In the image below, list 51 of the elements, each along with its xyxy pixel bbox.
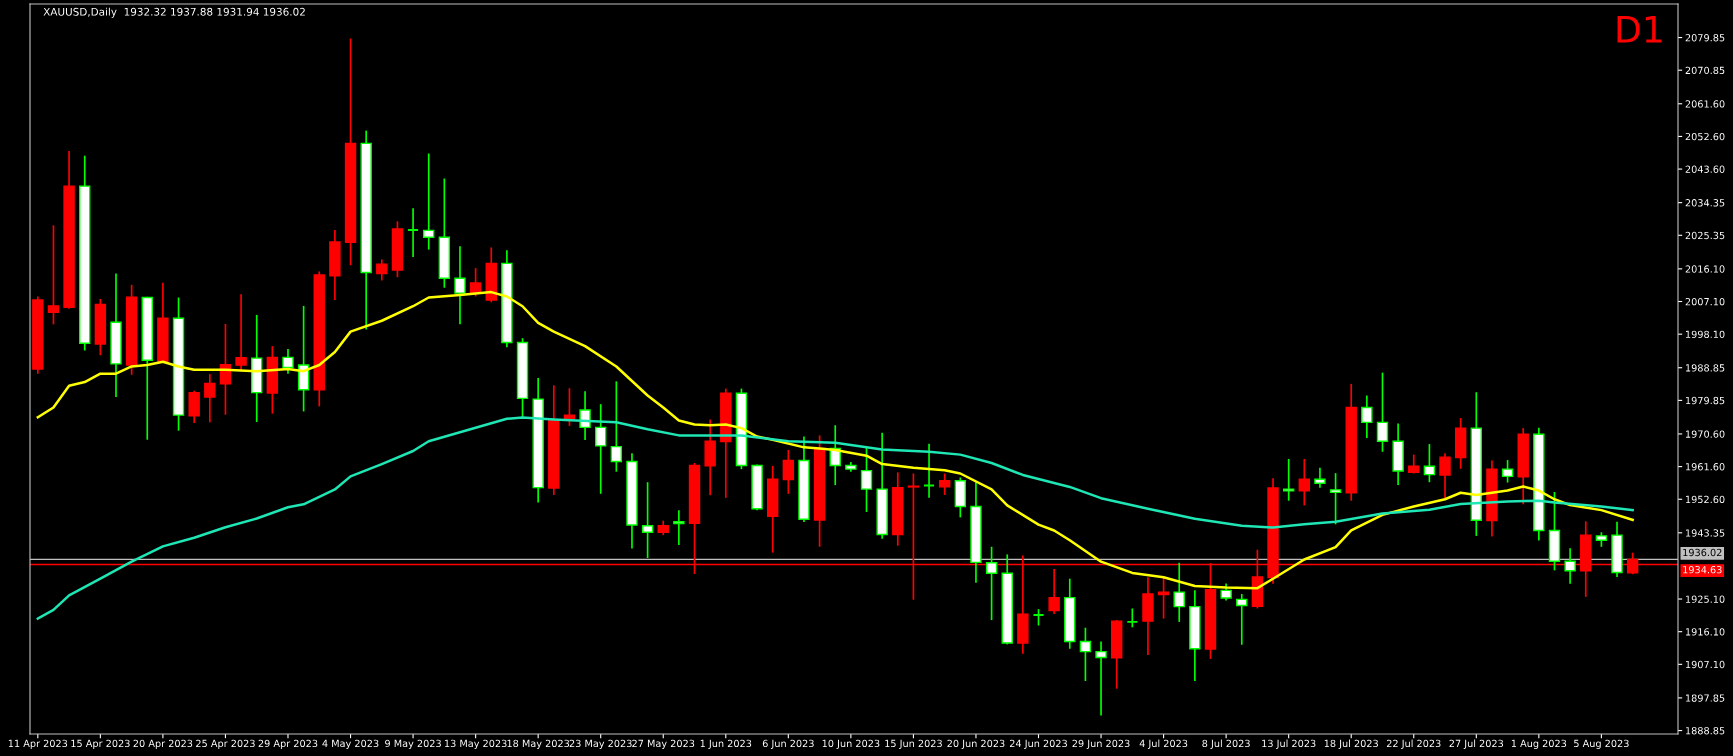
x-tick-label: 4 Jul 2023 bbox=[1139, 739, 1188, 749]
ref-line-label: 1936.02 bbox=[1683, 548, 1722, 557]
y-tick-label: 1925.10 bbox=[1686, 595, 1725, 603]
y-tick-label: 2079.85 bbox=[1685, 34, 1725, 42]
x-tick-label: 29 Apr 2023 bbox=[258, 739, 318, 749]
x-tick-label: 18 Jul 2023 bbox=[1324, 739, 1378, 749]
x-tick-label: 25 Apr 2023 bbox=[196, 739, 255, 749]
x-tick-label: 9 May 2023 bbox=[385, 739, 441, 749]
x-tick-label: 20 Jun 2023 bbox=[947, 739, 1005, 749]
y-tick-label: 2016.10 bbox=[1685, 265, 1725, 273]
y-tick-label: 1970.60 bbox=[1686, 430, 1725, 438]
x-tick-label: 29 Jun 2023 bbox=[1072, 739, 1130, 749]
x-tick-label: 4 May 2023 bbox=[322, 739, 379, 749]
y-tick-label: 1897.85 bbox=[1686, 694, 1725, 702]
x-tick-label: 1 Aug 2023 bbox=[1511, 739, 1567, 749]
y-tick-label: 2070.85 bbox=[1685, 66, 1725, 75]
chart-title: XAUUSD,Daily 1932.32 1937.88 1931.94 1936.02 bbox=[43, 7, 305, 18]
y-tick-label: 1998.10 bbox=[1686, 330, 1725, 338]
x-tick-label: 18 May 2023 bbox=[507, 739, 570, 749]
y-tick-label: 2034.35 bbox=[1685, 199, 1725, 207]
y-tick-label: 2061.60 bbox=[1685, 100, 1725, 108]
y-tick-label: 1888.85 bbox=[1686, 727, 1725, 735]
x-tick-label: 15 Apr 2023 bbox=[71, 739, 130, 749]
x-tick-label: 13 May 2023 bbox=[444, 739, 507, 749]
x-tick-label: 5 Aug 2023 bbox=[1574, 739, 1629, 749]
x-tick-label: 24 Jun 2023 bbox=[1009, 739, 1067, 749]
x-tick-label: 8 Jul 2023 bbox=[1202, 739, 1250, 749]
annotation: D1 bbox=[1617, 16, 1662, 43]
y-tick-label: 1988.85 bbox=[1686, 364, 1725, 372]
x-tick-label: 11 Apr 2023 bbox=[8, 739, 68, 749]
y-tick-label: 1979.85 bbox=[1686, 396, 1725, 405]
y-tick-label: 1961.60 bbox=[1686, 463, 1725, 471]
y-tick-label: 2043.60 bbox=[1685, 165, 1725, 173]
x-tick-label: 1 Jun 2023 bbox=[700, 739, 752, 749]
y-tick-label: 2052.60 bbox=[1685, 132, 1725, 141]
x-tick-label: 6 Jun 2023 bbox=[762, 739, 814, 749]
x-tick-label: 15 Jun 2023 bbox=[885, 739, 942, 749]
x-tick-label: 13 Jul 2023 bbox=[1262, 739, 1316, 749]
ref-line-label: 1934.63 bbox=[1683, 566, 1722, 574]
y-tick-label: 1916.10 bbox=[1686, 628, 1725, 636]
x-tick-label: 27 May 2023 bbox=[632, 739, 695, 749]
y-tick-label: 1952.60 bbox=[1686, 495, 1725, 504]
x-tick-label: 22 Jul 2023 bbox=[1386, 739, 1441, 749]
x-tick-label: 27 Jul 2023 bbox=[1449, 739, 1504, 749]
x-tick-label: 20 Apr 2023 bbox=[133, 739, 193, 749]
x-tick-label: 10 Jun 2023 bbox=[822, 739, 880, 749]
y-tick-label: 1943.35 bbox=[1686, 529, 1725, 537]
x-tick-label: 23 May 2023 bbox=[569, 739, 632, 749]
y-tick-label: 1907.10 bbox=[1686, 660, 1725, 669]
y-tick-label: 2025.35 bbox=[1685, 231, 1725, 240]
y-tick-label: 2007.10 bbox=[1685, 297, 1725, 306]
